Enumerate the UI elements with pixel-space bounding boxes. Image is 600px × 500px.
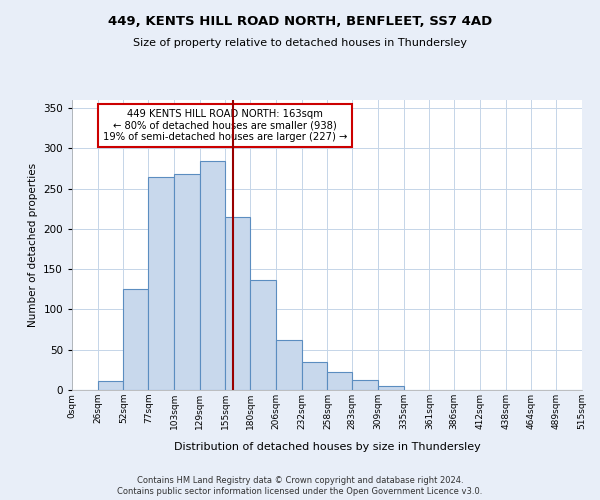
Bar (200, 161, 226, 390)
Bar (226, 217, 250, 390)
Text: Distribution of detached houses by size in Thundersley: Distribution of detached houses by size … (173, 442, 481, 452)
Y-axis label: Number of detached properties: Number of detached properties (28, 163, 38, 327)
Text: 449, KENTS HILL ROAD NORTH, BENFLEET, SS7 4AD: 449, KENTS HILL ROAD NORTH, BENFLEET, SS… (108, 15, 492, 28)
Bar (148, 176, 174, 390)
Bar (174, 174, 200, 390)
Bar (276, 340, 302, 390)
Text: 449 KENTS HILL ROAD NORTH: 163sqm
← 80% of detached houses are smaller (938)
19%: 449 KENTS HILL ROAD NORTH: 163sqm ← 80% … (103, 108, 347, 142)
Bar (352, 380, 378, 390)
Text: Size of property relative to detached houses in Thundersley: Size of property relative to detached ho… (133, 38, 467, 48)
Bar (378, 386, 404, 390)
Text: Contains public sector information licensed under the Open Government Licence v3: Contains public sector information licen… (118, 488, 482, 496)
Bar (124, 288, 148, 390)
Bar (302, 362, 328, 390)
Bar (98, 381, 124, 390)
Bar (250, 280, 276, 390)
Bar (328, 372, 352, 390)
Text: Contains HM Land Registry data © Crown copyright and database right 2024.: Contains HM Land Registry data © Crown c… (137, 476, 463, 485)
